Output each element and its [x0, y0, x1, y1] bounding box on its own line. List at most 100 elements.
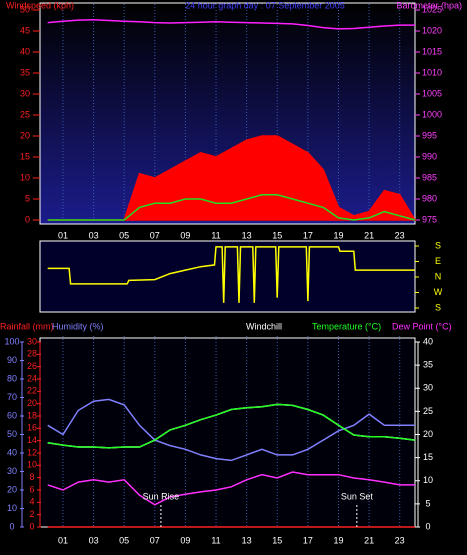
direction-label: S [435, 240, 441, 250]
x-tick-label: 17 [303, 230, 313, 240]
legend-entry: Dew Point (°C) [392, 321, 452, 331]
tick-label: 50 [7, 429, 17, 439]
tick-label: 16 [27, 423, 37, 433]
tick-label: 985 [422, 172, 437, 182]
tick-label: 35 [20, 67, 30, 77]
series-line [47, 246, 415, 303]
x-tick-label: 15 [272, 535, 282, 545]
tick-label: 45 [20, 25, 30, 35]
tick-label: 5 [25, 193, 30, 203]
series-line [47, 18, 415, 30]
x-tick-label: 11 [211, 535, 220, 545]
direction-label: E [435, 256, 441, 266]
tick-label: 20 [27, 398, 37, 408]
x-tick-label: 15 [272, 230, 282, 240]
series-line [47, 403, 416, 449]
series-line [47, 471, 415, 506]
tick-label: 80 [7, 373, 17, 383]
x-tick-label: 03 [89, 535, 99, 545]
direction-panel [39, 240, 416, 313]
x-tick-label: 01 [58, 230, 68, 240]
chart-title: 24 hour graph day : 07 September 2005 [185, 0, 345, 10]
tick-label: 0 [25, 214, 30, 224]
tick-label: 18 [27, 410, 37, 420]
tick-label: 8 [29, 472, 34, 482]
tick-label: 4 [29, 497, 34, 507]
legend-entry: Temperature (°C) [312, 321, 381, 331]
tick-label: 1025 [422, 4, 442, 14]
temperature-panel [39, 337, 416, 528]
tick-label: 1015 [422, 46, 442, 56]
tick-label: 30 [423, 383, 433, 393]
tick-label: 26 [27, 361, 37, 371]
annotation: Sun Set [341, 491, 374, 501]
x-tick-label: 13 [242, 230, 252, 240]
tick-label: 30 [27, 336, 37, 346]
y-label: Windspeed (kph) [6, 0, 74, 10]
tick-label: 1005 [422, 88, 442, 98]
tick-label: 50 [20, 4, 30, 14]
tick-label: 0 [425, 521, 430, 531]
tick-label: 20 [423, 429, 433, 439]
tick-label: 10 [27, 460, 37, 470]
x-tick-label: 23 [395, 535, 405, 545]
x-tick-label: 21 [364, 230, 374, 240]
tick-label: 22 [27, 386, 37, 396]
series-line [47, 398, 415, 462]
tick-label: 24 [27, 373, 37, 383]
tick-label: 40 [20, 46, 30, 56]
tick-label: 5 [425, 498, 430, 508]
direction-label: W [434, 287, 443, 297]
tick-label: 40 [7, 447, 17, 457]
tick-label: 1020 [422, 25, 442, 35]
direction-label: S [435, 302, 441, 312]
x-tick-label: 13 [242, 535, 252, 545]
legend-entry: Rainfall (mm) [0, 321, 54, 331]
x-tick-label: 19 [333, 230, 343, 240]
tick-label: 995 [422, 130, 437, 140]
x-tick-label: 19 [333, 535, 343, 545]
tick-label: 1000 [422, 109, 442, 119]
x-tick-label: 11 [211, 230, 220, 240]
tick-label: 975 [422, 214, 437, 224]
direction-label: N [435, 271, 442, 281]
tick-label: 10 [20, 172, 30, 182]
tick-label: 20 [20, 130, 30, 140]
y2-label: Barometer (hpa) [396, 0, 462, 10]
tick-label: 28 [27, 349, 37, 359]
tick-label: 70 [7, 392, 17, 402]
x-tick-label: 09 [180, 535, 190, 545]
series-line [47, 194, 416, 221]
tick-label: 60 [7, 410, 17, 420]
x-tick-label: 05 [119, 230, 129, 240]
tick-label: 25 [423, 406, 433, 416]
x-tick-label: 07 [150, 230, 160, 240]
x-tick-label: 07 [150, 535, 160, 545]
tick-label: 0 [9, 521, 14, 531]
tick-label: 6 [29, 484, 34, 494]
x-tick-label: 21 [364, 535, 374, 545]
tick-label: 10 [7, 503, 17, 513]
tick-label: 30 [20, 88, 30, 98]
tick-label: 25 [20, 109, 30, 119]
annotation: Sun Rise [143, 491, 180, 501]
x-tick-label: 17 [303, 535, 313, 545]
x-tick-label: 23 [395, 230, 405, 240]
tick-label: 0 [29, 521, 34, 531]
tick-label: 990 [422, 151, 437, 161]
tick-label: 2 [29, 509, 34, 519]
tick-label: 15 [423, 452, 433, 462]
tick-label: 30 [7, 466, 17, 476]
tick-label: 90 [7, 355, 17, 365]
tick-label: 20 [7, 484, 17, 494]
tick-label: 12 [27, 447, 37, 457]
tick-label: 10 [423, 475, 433, 485]
tick-label: 40 [423, 336, 433, 346]
x-tick-label: 03 [89, 230, 99, 240]
tick-label: 1010 [422, 67, 442, 77]
x-tick-label: 01 [58, 535, 68, 545]
tick-label: 980 [422, 193, 437, 203]
x-tick-label: 09 [180, 230, 190, 240]
x-tick-label: 05 [119, 535, 129, 545]
